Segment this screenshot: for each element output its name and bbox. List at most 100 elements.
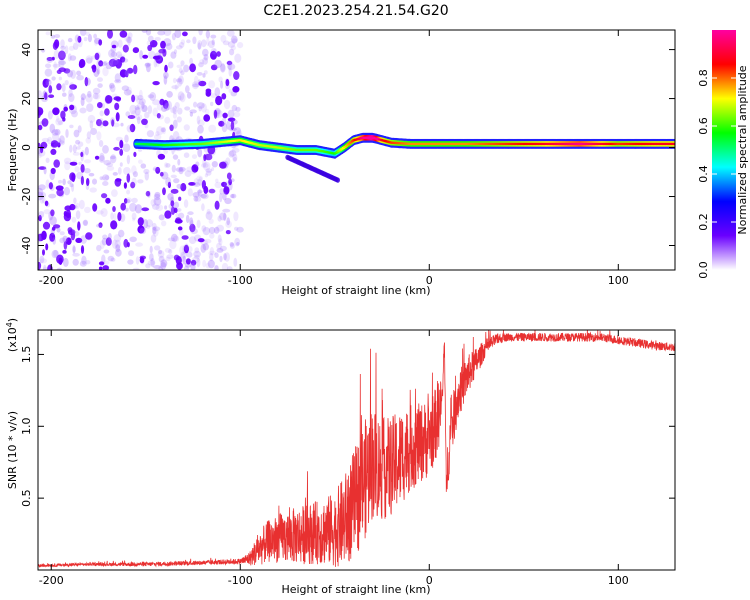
noise-speckle [65, 128, 69, 138]
noise-speckle [50, 34, 56, 39]
noise-speckle [76, 75, 84, 81]
noise-speckle [81, 150, 85, 158]
noise-speckle [103, 60, 108, 66]
noise-speckle [231, 193, 237, 199]
noise-speckle [125, 111, 131, 117]
noise-speckle [172, 235, 180, 242]
noise-speckle [121, 58, 129, 63]
noise-speckle [101, 237, 108, 246]
noise-speckle [47, 264, 53, 270]
noise-speckle [188, 48, 193, 55]
noise-speckle [191, 164, 199, 173]
noise-speckle [153, 197, 162, 206]
noise-speckle [96, 68, 101, 75]
noise-speckle [208, 40, 215, 49]
noise-speckle [186, 166, 194, 173]
noise-speckle [178, 196, 182, 201]
noise-speckle [172, 119, 178, 129]
noise-speckle [164, 247, 171, 253]
noise-speckle [127, 32, 133, 39]
noise-speckle [190, 262, 196, 270]
noise-speckle [143, 219, 149, 229]
snr-y-label: SNR (10 * v/v) [6, 411, 19, 489]
noise-speckle [179, 42, 185, 48]
noise-speckle [85, 55, 93, 64]
noise-speckle [177, 107, 183, 115]
noise-speckle [41, 48, 46, 53]
noise-speckle [139, 89, 143, 98]
noise-speckle [220, 80, 224, 89]
noise-speckle [197, 79, 201, 84]
noise-speckle [124, 134, 129, 143]
noise-speckle [222, 192, 227, 201]
noise-speckle [220, 62, 226, 72]
noise-speckle [230, 35, 238, 44]
noise-speckle [167, 193, 174, 201]
noise-speckle [94, 93, 101, 100]
noise-speckle [50, 209, 55, 217]
noise-speckle [192, 192, 200, 198]
noise-speckle [60, 39, 65, 48]
noise-speckle [84, 206, 91, 214]
noise-speckle [155, 131, 160, 137]
noise-speckle [193, 75, 199, 86]
noise-speckle [124, 35, 131, 42]
noise-speckle [70, 69, 76, 79]
noise-speckle [188, 182, 196, 186]
noise-speckle [122, 143, 131, 152]
snr-x-label: Height of straight line (km) [281, 583, 430, 596]
noise-speckle [197, 238, 205, 243]
noise-speckle [84, 77, 91, 86]
noise-speckle [232, 86, 240, 93]
noise-speckle [220, 34, 227, 43]
noise-speckle [75, 139, 81, 145]
noise-speckle [215, 178, 219, 183]
noise-speckle [216, 224, 225, 232]
noise-speckle [110, 257, 116, 262]
noise-speckle [49, 232, 56, 242]
noise-speckle [114, 73, 121, 83]
noise-speckle [183, 199, 189, 208]
noise-speckle [161, 105, 167, 112]
noise-speckle [110, 84, 116, 93]
noise-speckle [56, 267, 63, 270]
noise-speckle [97, 102, 103, 109]
noise-speckle [69, 161, 78, 166]
noise-speckle [220, 63, 226, 73]
noise-speckle [234, 237, 241, 247]
noise-speckle [191, 170, 196, 175]
noise-speckle [80, 245, 85, 254]
noise-speckle [149, 253, 154, 262]
noise-speckle [120, 122, 124, 127]
noise-speckle [155, 166, 161, 174]
noise-speckle [141, 101, 145, 109]
noise-speckle [41, 137, 50, 143]
noise-speckle [198, 80, 207, 87]
noise-speckle [197, 42, 201, 50]
noise-speckle [193, 250, 201, 258]
noise-speckle [178, 167, 186, 172]
noise-speckle [72, 258, 79, 266]
noise-speckle [152, 226, 161, 232]
noise-speckle [211, 161, 218, 168]
noise-speckle [182, 31, 188, 37]
noise-speckle [202, 227, 211, 236]
noise-speckle [126, 173, 131, 183]
noise-speckle [221, 93, 227, 100]
noise-speckle [226, 30, 235, 37]
noise-speckle [165, 163, 171, 168]
chart-title: C2E1.2023.254.21.54.G20 [263, 3, 448, 19]
noise-speckle [219, 192, 223, 203]
noise-speckle [111, 119, 115, 127]
noise-speckle [189, 217, 194, 227]
noise-speckle [202, 259, 207, 268]
noise-speckle [87, 90, 92, 98]
noise-speckle [188, 236, 197, 245]
noise-speckle [225, 157, 231, 166]
noise-speckle [47, 136, 53, 145]
noise-speckle [45, 31, 51, 36]
noise-speckle [192, 83, 200, 88]
noise-speckle [64, 80, 69, 86]
